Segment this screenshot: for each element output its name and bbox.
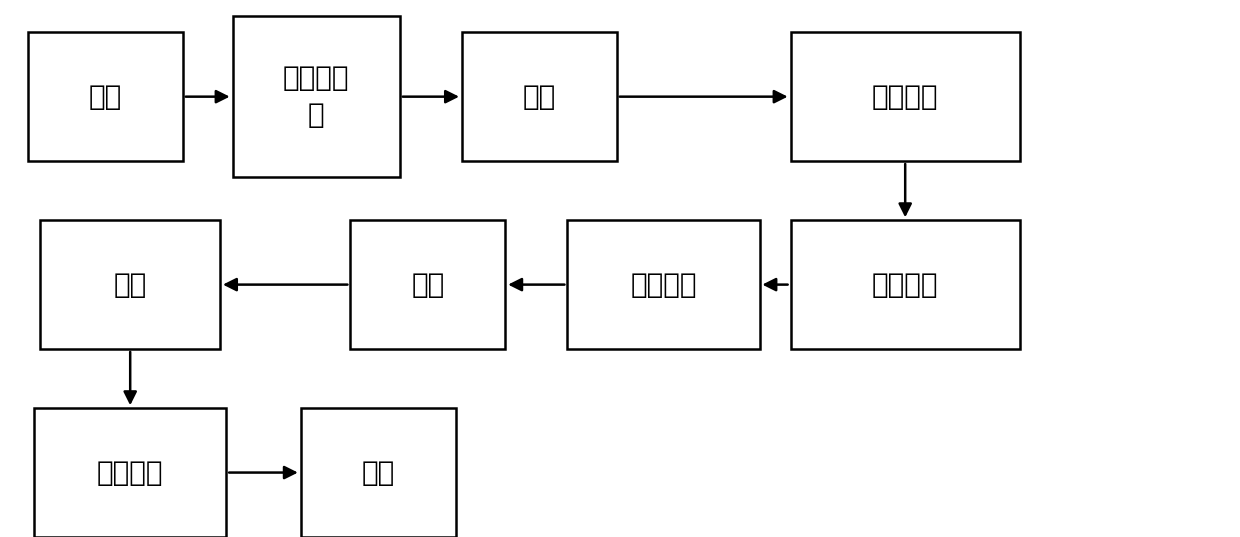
Text: 排气: 排气 — [114, 271, 146, 299]
Bar — [33, 408, 226, 537]
Bar — [233, 16, 399, 177]
Bar — [300, 408, 456, 537]
Text: 初次注液: 初次注液 — [872, 271, 939, 299]
Text: 卷绕装配: 卷绕装配 — [872, 83, 939, 111]
Text: 搅拌: 搅拌 — [89, 83, 122, 111]
Bar — [29, 32, 184, 161]
Text: 涂布、干
燥: 涂布、干 燥 — [283, 64, 350, 129]
Bar — [568, 220, 759, 349]
Text: 高温静置: 高温静置 — [630, 271, 697, 299]
Bar — [791, 220, 1021, 349]
Bar — [461, 32, 618, 161]
Text: 化成: 化成 — [412, 271, 444, 299]
Bar — [791, 32, 1021, 161]
Bar — [350, 220, 506, 349]
Text: 测试: 测试 — [362, 459, 394, 487]
Text: 二次注液: 二次注液 — [97, 459, 164, 487]
Bar — [40, 220, 221, 349]
Text: 分裁: 分裁 — [523, 83, 556, 111]
